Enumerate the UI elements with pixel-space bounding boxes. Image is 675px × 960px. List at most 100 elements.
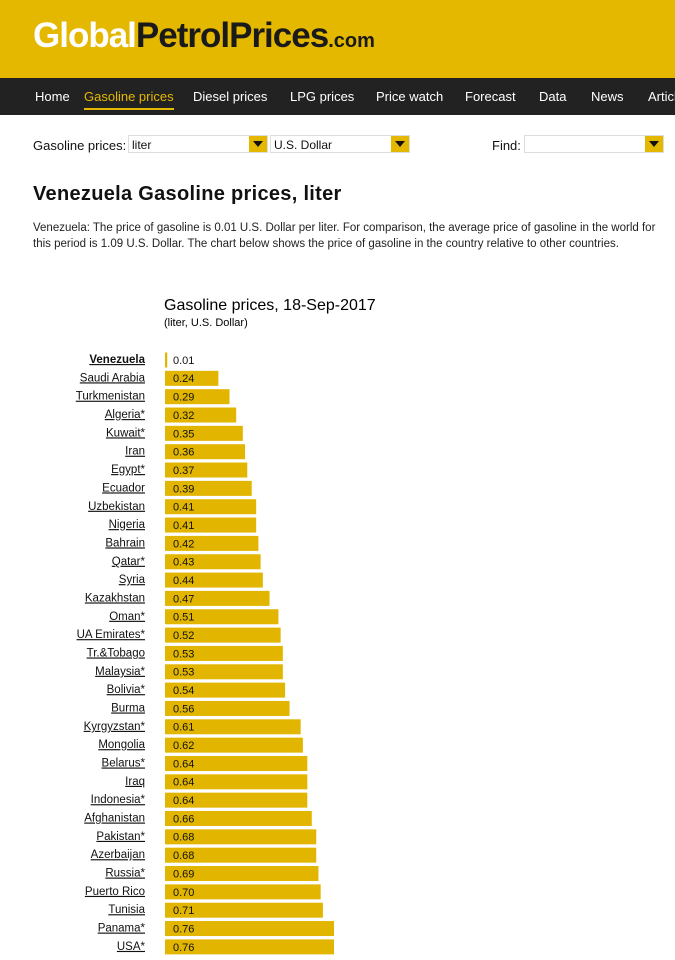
bar [165, 664, 283, 680]
value-label: 0.54 [173, 685, 194, 697]
control-label: Gasoline prices: [33, 138, 127, 153]
category-label[interactable]: Algeria* [105, 409, 146, 421]
bar [165, 939, 335, 955]
find-select[interactable] [524, 135, 664, 153]
value-label: 0.64 [173, 758, 194, 770]
chart-subtitle: (liter, U.S. Dollar) [164, 317, 248, 329]
bar [165, 370, 219, 386]
category-label[interactable]: Iraq [125, 776, 145, 788]
bar [165, 352, 168, 368]
category-label[interactable]: Tunisia [108, 904, 145, 916]
value-label: 0.44 [173, 575, 194, 587]
category-label[interactable]: Burma [111, 702, 145, 714]
category-label[interactable]: Belarus* [102, 758, 146, 770]
bar [165, 884, 321, 900]
category-label[interactable]: Puerto Rico [85, 886, 145, 898]
category-label[interactable]: Syria [119, 574, 146, 586]
value-label: 0.70 [173, 887, 194, 899]
nav-item[interactable]: Data [539, 89, 567, 104]
category-label[interactable]: Azerbaijan [91, 849, 145, 861]
bar [165, 682, 286, 698]
value-label: 0.35 [173, 428, 194, 440]
category-label[interactable]: UA Emirates* [77, 629, 146, 641]
bar [165, 902, 323, 918]
bar [165, 517, 257, 533]
nav-item[interactable]: Gasoline prices [84, 89, 174, 110]
category-label[interactable]: Bolivia* [107, 684, 146, 696]
chart-title: Gasoline prices, 18-Sep-2017 [164, 297, 376, 314]
bar [165, 609, 279, 625]
nav-item[interactable]: Diesel prices [193, 89, 268, 104]
bar [165, 462, 248, 478]
nav-item[interactable]: Articles [648, 89, 675, 104]
category-label[interactable]: Bahrain [105, 537, 145, 549]
category-label[interactable]: Russia* [105, 868, 145, 880]
bar [165, 645, 283, 661]
bar [165, 921, 335, 937]
value-label: 0.42 [173, 538, 194, 550]
value-label: 0.47 [173, 593, 194, 605]
bar [165, 535, 259, 551]
value-label: 0.62 [173, 740, 194, 752]
bar [165, 499, 257, 515]
value-label: 0.64 [173, 777, 194, 789]
nav-item[interactable]: LPG prices [290, 89, 355, 104]
bar [165, 444, 246, 460]
value-label: 0.01 [173, 355, 194, 367]
category-label[interactable]: Ecuador [102, 482, 145, 494]
bar [165, 811, 312, 826]
category-label[interactable]: Kazakhstan [85, 592, 145, 604]
value-label: 0.56 [173, 703, 194, 715]
category-label[interactable]: Uzbekistan [88, 501, 145, 513]
category-label[interactable]: Mongolia [98, 739, 145, 751]
logo-part: .com [328, 30, 375, 52]
category-label[interactable]: Tr.&Tobago [87, 647, 145, 659]
page-heading: Venezuela Gasoline prices, liter [33, 183, 342, 205]
nav-item[interactable]: Forecast [465, 89, 516, 104]
chart: Gasoline prices, 18-Sep-2017 (liter, U.S… [76, 297, 376, 955]
nav-bar: Home Gasoline prices Diesel prices LPG p… [0, 78, 675, 115]
category-label[interactable]: Malaysia* [95, 666, 145, 678]
nav-item[interactable]: Home [35, 89, 70, 104]
category-label[interactable]: Kuwait* [106, 427, 146, 439]
category-label[interactable]: Iran [125, 446, 145, 458]
category-label[interactable]: Qatar* [112, 556, 146, 568]
bar [165, 792, 308, 808]
value-label: 0.53 [173, 667, 194, 679]
value-label: 0.41 [173, 502, 194, 514]
bar [165, 389, 230, 405]
value-label: 0.76 [173, 942, 194, 954]
value-label: 0.24 [173, 373, 194, 385]
unit-select[interactable]: liter [128, 135, 268, 153]
logo[interactable]: GlobalPetrolPrices.com [33, 16, 375, 56]
bar [165, 719, 301, 735]
value-label: 0.41 [173, 520, 194, 532]
category-label[interactable]: Kyrgyzstan* [84, 721, 146, 733]
value-label: 0.52 [173, 630, 194, 642]
category-label[interactable]: Turkmenistan [76, 391, 145, 403]
value-label: 0.29 [173, 392, 194, 404]
category-label[interactable]: Nigeria [109, 519, 146, 531]
nav-item[interactable]: News [591, 89, 624, 104]
bar [165, 407, 237, 423]
category-label[interactable]: Panama* [98, 923, 146, 935]
category-label[interactable]: Oman* [109, 611, 145, 623]
nav-item[interactable]: Price watch [376, 89, 444, 104]
currency-select[interactable]: U.S. Dollar [270, 135, 410, 153]
category-label[interactable]: Egypt* [111, 464, 145, 476]
value-label: 0.53 [173, 648, 194, 660]
category-label[interactable]: Pakistan* [96, 831, 145, 843]
select-value: liter [132, 138, 152, 152]
value-label: 0.68 [173, 850, 194, 862]
description: Venezuela: The price of gasoline is 0.01… [33, 222, 656, 250]
category-label[interactable]: USA* [117, 941, 146, 953]
value-label: 0.36 [173, 447, 194, 459]
bar [165, 700, 290, 716]
select-arrow [645, 136, 663, 152]
category-label[interactable]: Venezuela [89, 354, 145, 366]
bar [165, 480, 252, 496]
category-label[interactable]: Indonesia* [91, 794, 146, 806]
category-label[interactable]: Saudi Arabia [80, 372, 146, 384]
value-label: 0.69 [173, 868, 194, 880]
category-label[interactable]: Afghanistan [84, 813, 145, 825]
